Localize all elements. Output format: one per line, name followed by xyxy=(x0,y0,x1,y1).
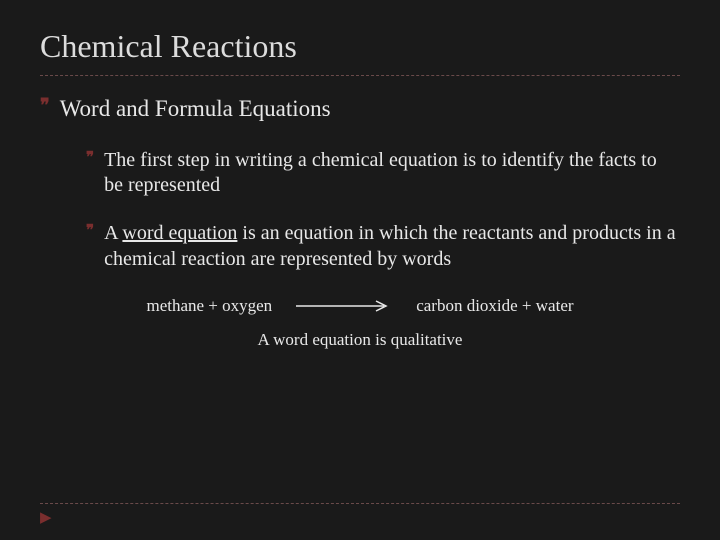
footer-marker-icon: ▶ xyxy=(40,508,52,526)
bullet-level2-1: ❞ A word equation is an equation in whic… xyxy=(86,221,680,272)
bullet-icon: ❞ xyxy=(40,94,50,117)
bullet-level1: ❞ Word and Formula Equations xyxy=(40,94,680,124)
text-prefix: A xyxy=(104,222,122,244)
bullet-text: A word equation is an equation in which … xyxy=(104,221,680,272)
bullet-icon: ❞ xyxy=(86,148,94,168)
word-equation: methane + oxygen carbon dioxide + water xyxy=(40,296,680,316)
bullet-icon: ❞ xyxy=(86,221,94,241)
equation-left: methane + oxygen xyxy=(146,296,272,316)
bullet-text: The first step in writing a chemical equ… xyxy=(104,148,680,199)
bullet-text: Word and Formula Equations xyxy=(60,94,331,124)
arrow-icon xyxy=(296,299,392,313)
footer-divider xyxy=(40,503,680,504)
bullet-level2-0: ❞ The first step in writing a chemical e… xyxy=(86,148,680,199)
underlined-term: word equation xyxy=(122,222,237,244)
page-title: Chemical Reactions xyxy=(40,28,680,65)
equation-right: carbon dioxide + water xyxy=(416,296,573,316)
equation-caption: A word equation is qualitative xyxy=(40,330,680,350)
title-divider xyxy=(40,75,680,76)
